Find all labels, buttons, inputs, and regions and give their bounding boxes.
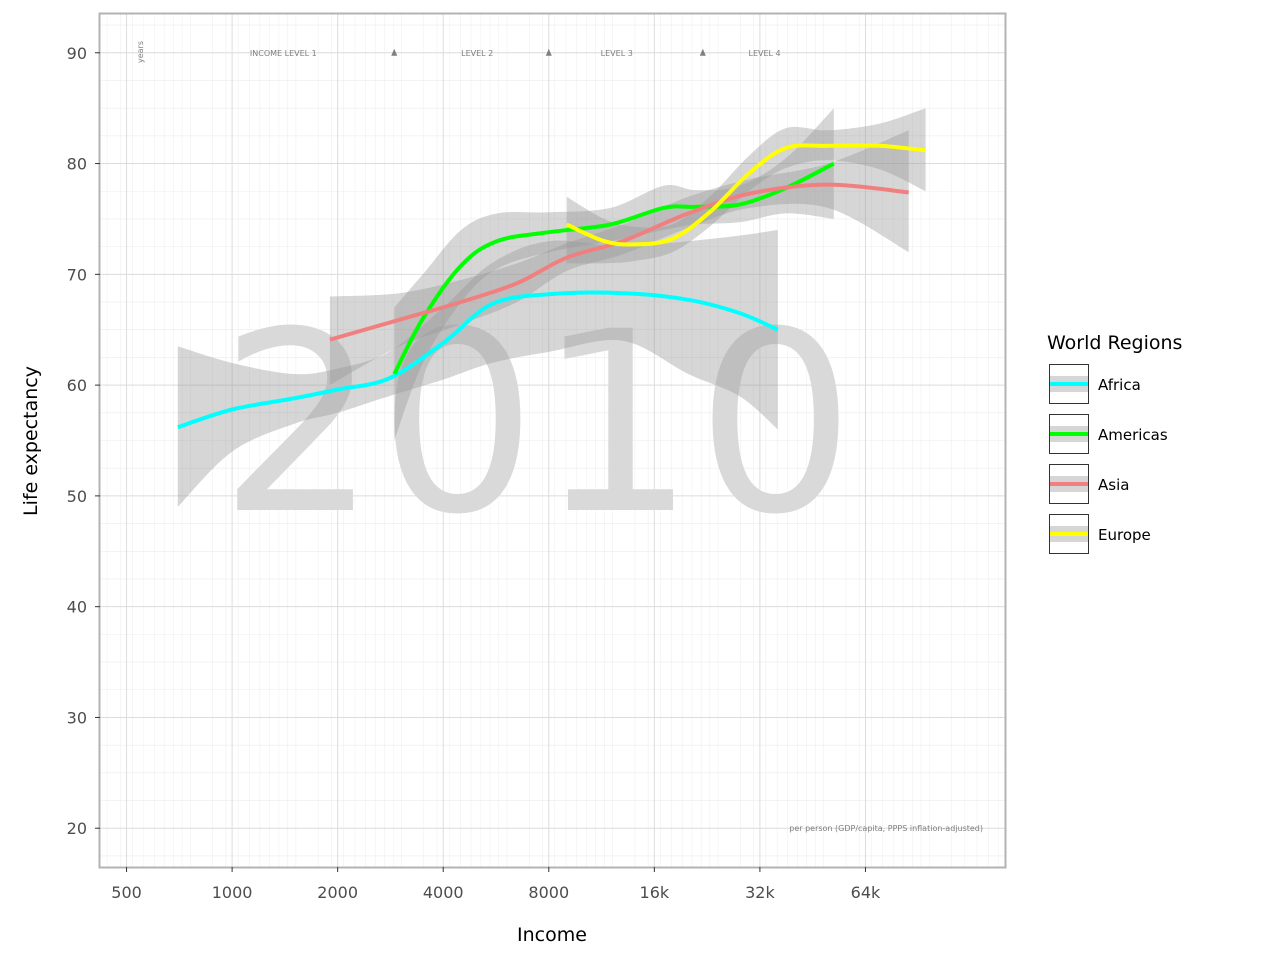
series-line bbox=[565, 143, 926, 247]
x-tick-label: 64k bbox=[851, 883, 881, 902]
series-line bbox=[392, 161, 835, 375]
x-tick-label: 2000 bbox=[317, 883, 358, 902]
x-tick-label: 32k bbox=[745, 883, 775, 902]
x-tick-label: 4000 bbox=[423, 883, 464, 902]
y-tick-label: 70 bbox=[67, 265, 87, 284]
level-markers bbox=[391, 48, 706, 56]
y-tick-label: 20 bbox=[67, 819, 87, 838]
x-tick-label: 8000 bbox=[528, 883, 569, 902]
minor-grid bbox=[100, 14, 1005, 867]
plot-border bbox=[98, 12, 1007, 869]
series-line bbox=[177, 290, 779, 430]
major-grid bbox=[100, 14, 1005, 867]
series-line bbox=[329, 182, 909, 342]
y-unit-annotation: years bbox=[136, 41, 145, 63]
y-tick-label: 40 bbox=[67, 598, 87, 617]
legend-items: Africa Americas Asia Europe bbox=[1049, 364, 1168, 554]
legend-label: Asia bbox=[1098, 476, 1129, 494]
y-tick-label: 60 bbox=[67, 376, 87, 395]
annotations: years INCOME LEVEL 1 LEVEL 2 LEVEL 3 LEV… bbox=[136, 41, 983, 833]
y-axis-ticks: 20 30 40 50 60 70 80 90 bbox=[67, 44, 100, 838]
income-level-label: LEVEL 4 bbox=[749, 49, 781, 58]
confidence-band bbox=[177, 230, 778, 507]
x-axis-ticks: 500 1000 2000 4000 8000 16k 32k 64k bbox=[111, 867, 881, 902]
x-axis-title: Income bbox=[517, 924, 587, 946]
y-tick-label: 90 bbox=[67, 44, 87, 63]
legend-label: Americas bbox=[1098, 426, 1168, 444]
legend-label: Africa bbox=[1098, 376, 1141, 394]
year-watermark: 2010 bbox=[219, 278, 855, 569]
x-tick-label: 1000 bbox=[212, 883, 253, 902]
legend: World Regions Africa Americas Asia Europe bbox=[1047, 332, 1182, 554]
level-marker bbox=[391, 48, 398, 56]
y-tick-label: 80 bbox=[67, 155, 87, 174]
confidence-band bbox=[394, 108, 834, 441]
legend-title: World Regions bbox=[1047, 332, 1182, 354]
x-tick-label: 16k bbox=[640, 883, 670, 902]
legend-label: Europe bbox=[1098, 526, 1151, 544]
series-lines bbox=[177, 143, 926, 430]
income-level-label: LEVEL 3 bbox=[601, 49, 633, 58]
level-marker bbox=[699, 48, 706, 56]
x-unit-annotation: per person (GDP/capita, PPPS inflation-a… bbox=[789, 824, 983, 833]
income-level-label: LEVEL 2 bbox=[461, 49, 493, 58]
y-tick-label: 30 bbox=[67, 708, 87, 727]
level-marker bbox=[545, 48, 552, 56]
income-level-label: INCOME LEVEL 1 bbox=[250, 49, 317, 58]
x-tick-label: 500 bbox=[111, 883, 142, 902]
confidence-band bbox=[329, 130, 909, 386]
y-tick-label: 50 bbox=[67, 487, 87, 506]
y-axis-title: Life expectancy bbox=[20, 366, 42, 516]
